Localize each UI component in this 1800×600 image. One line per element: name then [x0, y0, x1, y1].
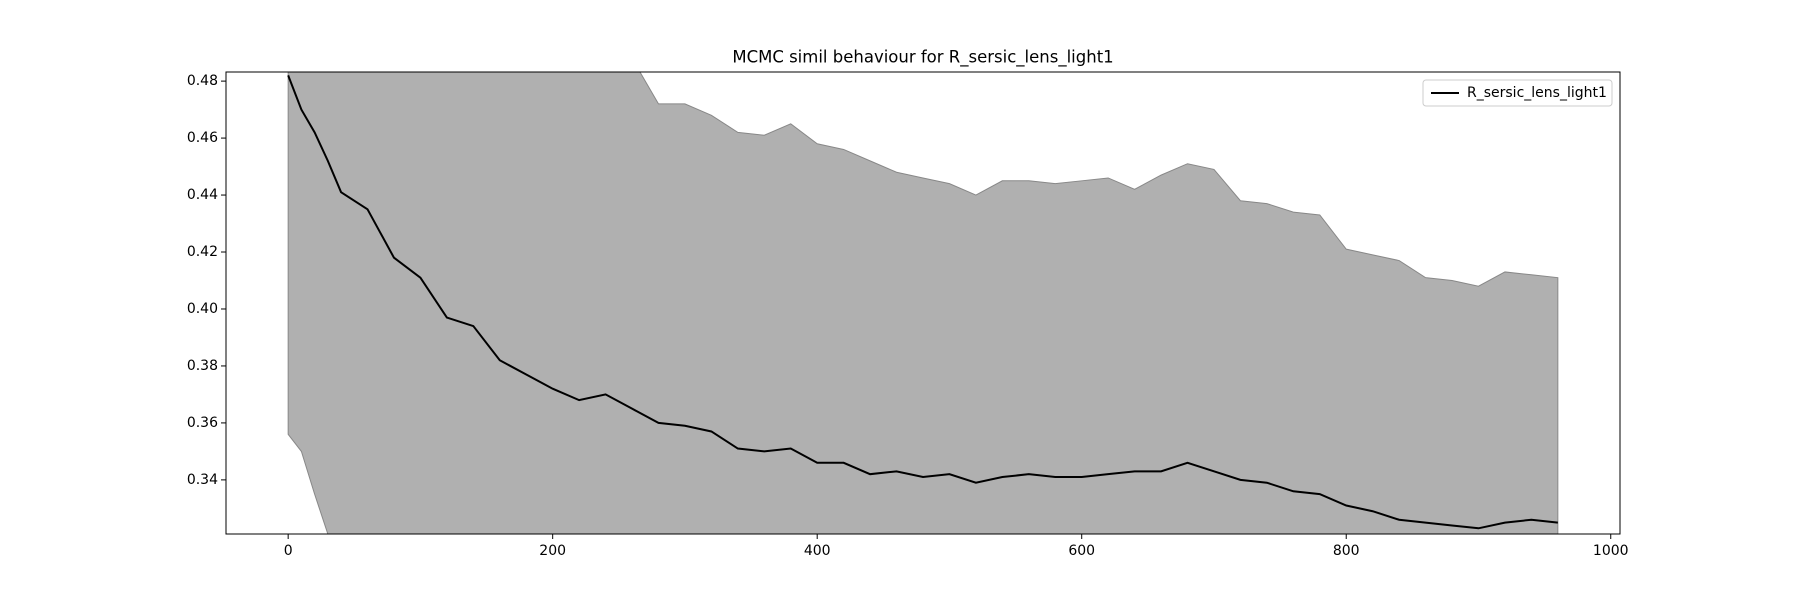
x-tick-label: 0	[284, 543, 293, 559]
y-tick-label: 0.40	[187, 301, 218, 317]
plot-area	[287, 72, 1559, 534]
y-tick-label: 0.48	[187, 73, 218, 89]
confidence-band	[287, 72, 1559, 534]
series-line	[287, 75, 1558, 530]
x-tick-label: 400	[804, 543, 831, 559]
y-tick-label: 0.36	[187, 415, 218, 431]
y-tick-label: 0.46	[187, 130, 218, 146]
y-tick-label: 0.44	[187, 187, 218, 203]
chart-title: MCMC simil behaviour for R_sersic_lens_l…	[732, 48, 1113, 68]
y-tick-label: 0.34	[187, 472, 218, 488]
y-tick-label: 0.38	[187, 358, 218, 374]
x-tick-label: 800	[1333, 543, 1360, 559]
y-tick-label: 0.42	[187, 244, 218, 260]
x-tick-label: 600	[1068, 543, 1095, 559]
x-tick-label: 1000	[1593, 543, 1629, 559]
legend-box	[1422, 79, 1613, 107]
x-tick-label: 200	[539, 543, 566, 559]
legend-label: R_sersic_lens_light1	[1467, 85, 1607, 101]
axes-frame	[225, 71, 1621, 535]
